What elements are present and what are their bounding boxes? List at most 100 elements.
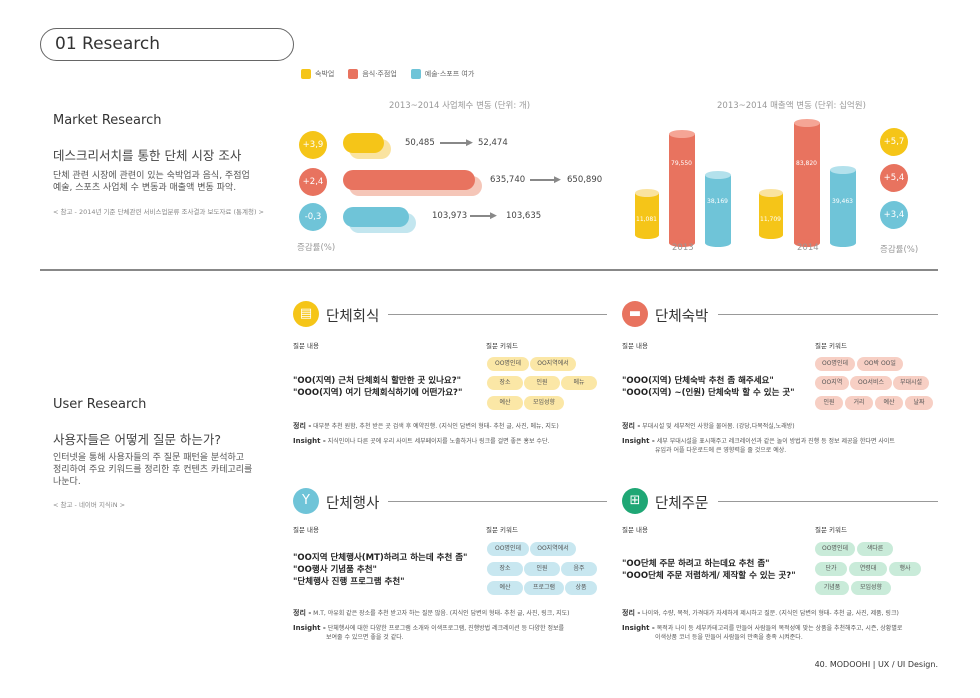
keyword-tag: 장소: [487, 376, 523, 390]
market-research-title: Market Research: [53, 113, 162, 128]
cylinder-top: [830, 166, 856, 174]
market-research-desc-2: 예술, 스포츠 사업체 수 변동과 매출액 변동 파악.: [53, 183, 237, 193]
from-value: 635,740: [490, 175, 526, 185]
rate-circle: +5,7: [880, 128, 908, 156]
market-research-desc-1: 단체 관련 시장에 관련이 있는 숙박업과 음식, 주점업: [53, 171, 250, 181]
cylinder-body: [669, 134, 695, 243]
cylinder-bottom: [669, 239, 695, 247]
cylinder-top: [705, 171, 731, 179]
value-label: 38,169: [707, 198, 728, 205]
user-research-desc-3: 나눈다.: [53, 477, 81, 487]
cart-icon: ⊞: [622, 488, 648, 514]
category-line: [388, 314, 607, 315]
keyword-tag: 거리: [845, 396, 873, 410]
keyword-tag: OO지역: [815, 376, 849, 390]
question-text: "OO(지역) 근처 단체회식 할만한 곳 있나요?": [293, 376, 462, 386]
keyword-label: 질문 키워드: [815, 526, 847, 534]
value-label: 11,709: [760, 216, 781, 223]
question-text: "OOO(지역) 단체숙박 추천 좀 해주세요": [622, 376, 774, 386]
keyword-tag: OO명인데: [487, 357, 529, 371]
summary-text: M.T, 야유회 같은 장소를 추천 받고자 하는 질문 많음. (지식인 답변…: [313, 610, 570, 617]
cylinder-top: [759, 189, 783, 197]
insight-text: 세부 부대시설을 표시해주고 레크레이션과 같은 놀이 방법과 진행 등 정보 …: [656, 438, 895, 445]
cylinder-bottom: [794, 239, 820, 247]
legend-label: 숙박업: [315, 70, 335, 78]
legend-item: 숙박업: [301, 69, 334, 79]
insight-label: Insight -: [293, 624, 326, 632]
keyword-tag: 단가: [815, 562, 847, 576]
year-label: 2014: [797, 243, 819, 253]
question-text: "OOO(지역) ~(인원) 단체숙박 할 수 있는 곳": [622, 388, 795, 398]
rate-circle: +2,4: [299, 168, 327, 196]
keyword-tag: 인원: [524, 376, 560, 390]
cylinder-body: [759, 193, 783, 235]
cylinder-top: [669, 130, 695, 138]
cylinder-chart: [635, 119, 856, 247]
insight-row: Insight - 지식인이나 다른 곳에 우리 사이트 세부페이지를 노출하거…: [293, 437, 608, 446]
keyword-tag: OO박 OO일: [857, 357, 903, 371]
insight-text-cont: 유입과 어플 다운로드에 큰 영향력을 줄 것으로 예상.: [655, 447, 787, 454]
to-value: 52,474: [478, 138, 508, 148]
keyword-tag: 메뉴: [561, 376, 597, 390]
summary-label: 정리 -: [622, 609, 641, 617]
legend-swatch: [301, 69, 311, 79]
arrow-line: [530, 179, 556, 181]
chart-legend: 숙박업 음식·주점업 예술·스포프 여가: [301, 69, 474, 79]
keyword-tag: OO서비스: [850, 376, 892, 390]
cocktail-icon: Y: [293, 488, 319, 514]
rate-circle: -0,3: [299, 203, 327, 231]
question-text: "OOO단체 주문 저렴하게/ 제작할 수 있는 곳?": [622, 571, 796, 581]
category-line: [718, 501, 938, 502]
value-label: 11,081: [636, 216, 657, 223]
insight-text-cont: 보여줄 수 있으면 좋을 것 같다.: [326, 634, 404, 641]
arrow-icon: ▶: [490, 211, 497, 221]
market-research-note: < 참고 - 2014년 기준 단체관련 서비스업분류 조사결과 보도자료 (통…: [53, 208, 264, 216]
keyword-tag: 인원: [524, 562, 560, 576]
arrow-icon: ▶: [466, 138, 473, 148]
keyword-tag: OO지역에서: [530, 542, 576, 556]
rate-circle: +5,4: [880, 164, 908, 192]
insight-text: 단체행사에 대한 다양한 프로그램 소개와 이색프로그램, 진행방법 레크레이션…: [327, 625, 565, 632]
right-chart-caption: 2013~2014 매출액 변동 (단위: 십억원): [717, 101, 866, 111]
cylinder-top: [794, 119, 820, 127]
summary-label: 정리 -: [293, 422, 312, 430]
to-value: 103,635: [506, 211, 542, 221]
legend-label: 음식·주점업: [362, 70, 397, 78]
category-title: 단체주문: [655, 496, 709, 512]
value-label: 39,463: [832, 198, 853, 205]
from-value: 50,485: [405, 138, 435, 148]
legend-item: 음식·주점업: [348, 69, 397, 79]
category-title: 단체회식: [326, 309, 380, 325]
summary-row: 정리 - 나이와, 수량, 목적, 가격대가 자세하게 제시하고 질문. (지식…: [622, 609, 938, 618]
question-label: 질문 내용: [293, 526, 319, 534]
legend-item: 예술·스포프 여가: [410, 69, 474, 79]
bed-icon: ▬: [622, 301, 648, 327]
left-chart-caption: 2013~2014 사업체수 변동 (단위: 개): [389, 101, 531, 111]
keyword-tag: 음주: [561, 562, 597, 576]
page-title: 01 Research: [40, 28, 294, 61]
keyword-label: 질문 키워드: [486, 526, 518, 534]
keyword-tag: 연령대: [849, 562, 887, 576]
arrow-icon: ▶: [554, 175, 561, 185]
keyword-tag: OO명인데: [815, 357, 855, 371]
question-label: 질문 내용: [622, 342, 648, 350]
question-text: "OOO(지역) 여기 단체회식하기에 어떤가요?": [293, 388, 463, 398]
summary-label: 정리 -: [622, 422, 641, 430]
summary-label: 정리 -: [293, 609, 312, 617]
keyword-tag: 부대시설: [893, 376, 929, 390]
arrow-line: [440, 142, 468, 144]
user-research-desc-1: 인터넷을 통해 사용자들의 주 질문 패턴을 분석하고: [53, 453, 245, 463]
keyword-label: 질문 키워드: [815, 342, 847, 350]
keyword-tag: 예산: [487, 581, 523, 595]
cylinder-body: [830, 170, 856, 243]
legend-swatch: [348, 69, 359, 79]
cylinder-bottom: [705, 239, 731, 247]
category-title: 단체숙박: [655, 309, 709, 325]
keyword-tag: 상품: [565, 581, 597, 595]
keyword-tag: 프로그램: [524, 581, 564, 595]
category-title: 단체행사: [326, 496, 380, 512]
summary-row: 정리 - 부대시설 및 세부적인 사항을 물어봄. (강당,다목적실,노래방): [622, 422, 938, 431]
user-research-note: < 참고 - 네이버 지식iN >: [53, 501, 126, 509]
bar: [343, 207, 409, 227]
right-axis-label: 증감률(%): [880, 245, 919, 255]
